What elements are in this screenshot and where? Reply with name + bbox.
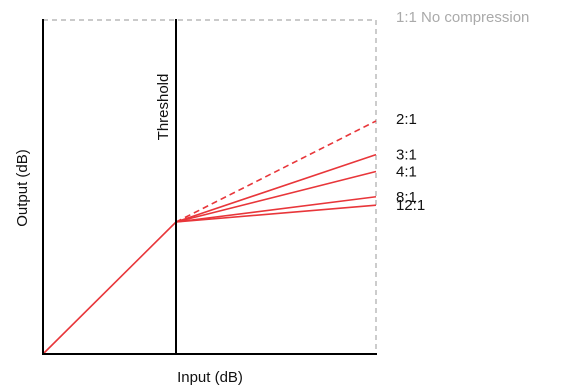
curve-3-to-1: [175, 153, 377, 223]
ratio-label-2: 2:1: [396, 111, 417, 128]
y-axis-label: Output (dB): [14, 149, 31, 227]
labels-layer: 1:1 No compression 2:1 3:14:1 8:112:1: [396, 9, 529, 214]
threshold-label: Threshold: [155, 74, 172, 141]
x-axis-label: Input (dB): [177, 369, 243, 386]
curve-4-to-1: [175, 170, 377, 223]
ratio-label-4: 4:1: [396, 164, 417, 181]
curves-layer: [42, 120, 377, 355]
curve-2-to-1: [175, 120, 377, 223]
curve-12-to-1: [175, 204, 377, 223]
ratio-label-1: 1:1 No compression: [396, 9, 529, 26]
ratio-label-8: 8:1: [396, 189, 417, 206]
ratio-label-3: 3:1: [396, 147, 417, 164]
curve-8-to-1: [175, 195, 377, 223]
below-threshold-line: [42, 221, 177, 355]
ratio-label-12: 12:1: [396, 197, 425, 214]
